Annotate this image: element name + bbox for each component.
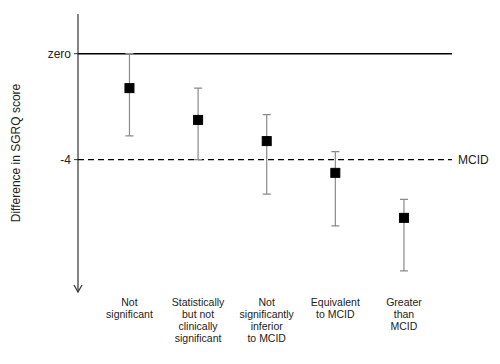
y-axis-arrow [74, 285, 82, 292]
y-tick [74, 159, 78, 160]
error-bar [400, 199, 408, 270]
square-marker [125, 84, 134, 93]
x-tick-label: Equivalentto MCID [311, 296, 360, 320]
error-bar [331, 152, 339, 226]
y-tick-label: -4 [60, 153, 71, 167]
square-marker [331, 168, 340, 177]
error-bar [125, 54, 133, 136]
annotation-label: MCID [458, 153, 489, 167]
y-axis-line [77, 14, 78, 292]
square-marker [399, 213, 408, 222]
error-bar [194, 88, 202, 159]
y-tick [74, 53, 78, 54]
y-axis-label: Difference in SGRQ score [9, 83, 23, 222]
plot-area [125, 54, 408, 271]
square-marker [262, 137, 271, 146]
x-tick-label: GreaterthanMCID [386, 296, 422, 332]
reference-line [78, 159, 452, 160]
square-marker [194, 115, 203, 124]
error-bar [263, 115, 271, 194]
chart: zero -4 MCID Difference in SGRQ score Notsig… [0, 0, 500, 364]
x-tick-label: Notsignificantlyinferiorto MCID [240, 296, 295, 344]
x-tick-label: Notsignificant [106, 296, 153, 320]
x-tick-label: Statisticallybut notclinicallysignifican… [172, 296, 225, 344]
y-tick-label: zero [48, 47, 72, 61]
zero-line [78, 53, 452, 55]
